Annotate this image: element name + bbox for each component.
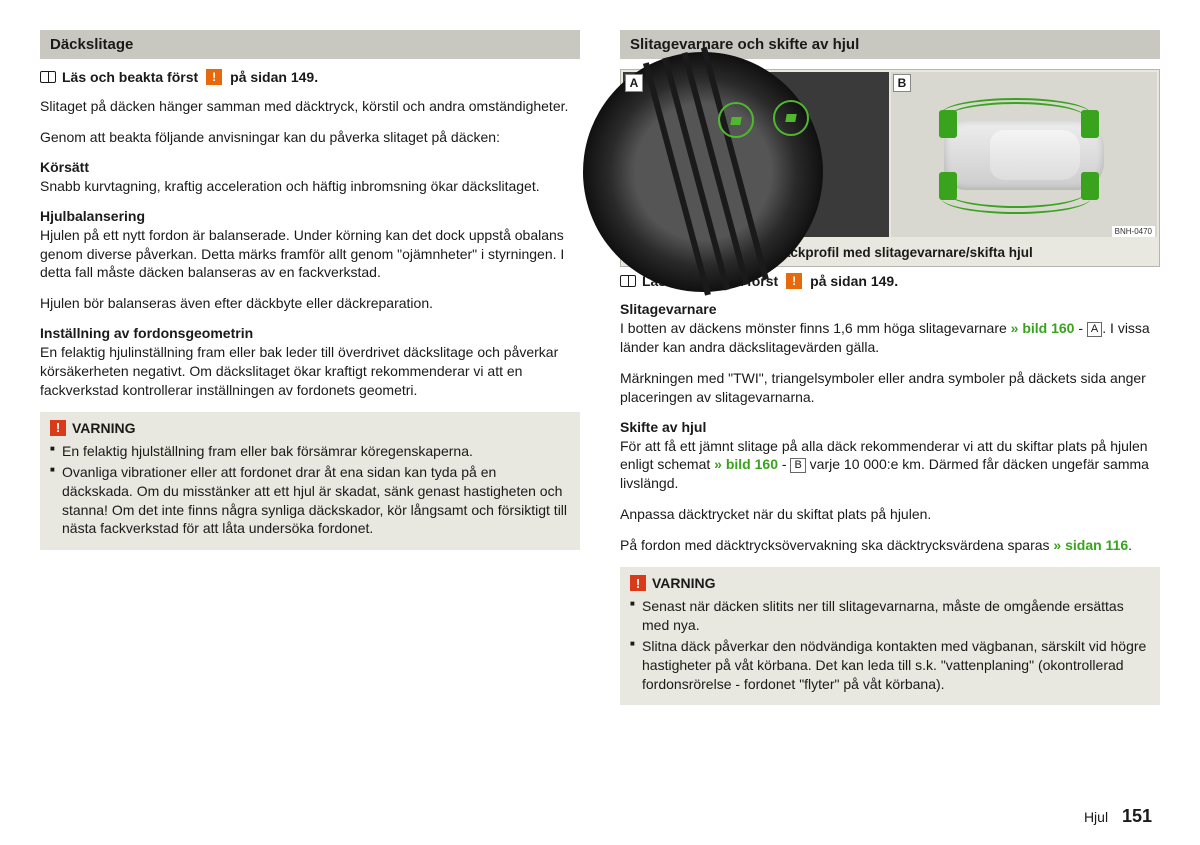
warning-badge-icon: !	[206, 69, 222, 85]
car-roof	[990, 130, 1080, 180]
warning-label: VARNING	[652, 575, 716, 591]
read-first-pre: Läs och beakta först	[62, 69, 198, 85]
warning-label: VARNING	[72, 420, 136, 436]
paragraph: Slitaget på däcken hänger samman med däc…	[40, 97, 580, 116]
cross-ref: » bild 160	[714, 456, 778, 472]
subheading: Hjulbalansering	[40, 208, 580, 224]
figure-code: BNH-0470	[1112, 226, 1155, 237]
figure-label-b: B	[893, 74, 911, 92]
paragraph: För att få ett jämnt slitage på alla däc…	[620, 437, 1160, 494]
warning-bullet: En felaktig hjulställning fram eller bak…	[50, 442, 570, 461]
read-first-post: på sidan 149.	[230, 69, 318, 85]
figure-images: A B	[621, 70, 1159, 239]
left-column: Däckslitage Läs och beakta först ! på si…	[40, 30, 580, 705]
read-first-left: Läs och beakta först ! på sidan 149.	[40, 69, 580, 85]
warning-box-right: ! VARNING Senast när däcken slitits ner …	[620, 567, 1160, 705]
paragraph: Anpassa däcktrycket när du skiftat plats…	[620, 505, 1160, 524]
text: På fordon med däcktrycksövervakning ska …	[620, 537, 1053, 553]
figure-a-tire: A	[623, 72, 889, 237]
paragraph: Snabb kurvtagning, kraftig acceleration …	[40, 177, 580, 196]
alert-icon: !	[50, 420, 66, 436]
text: .	[1128, 537, 1132, 553]
subheading: Inställning av fordonsgeometrin	[40, 325, 580, 341]
subheading: Körsätt	[40, 159, 580, 175]
subheading: Skifte av hjul	[620, 419, 1160, 435]
paragraph: Märkningen med "TWI", triangelsymboler e…	[620, 369, 1160, 407]
figure-b-rotation: B BNH-0470	[891, 72, 1157, 237]
read-first-post: på sidan 149.	[810, 273, 898, 289]
paragraph: Hjulen bör balanseras även efter däckbyt…	[40, 294, 580, 313]
warning-bullet: Senast när däcken slitits ner till slita…	[630, 597, 1150, 635]
page-footer: Hjul 151	[1084, 806, 1152, 827]
page-number: 151	[1122, 806, 1152, 826]
text: I botten av däckens mönster finns 1,6 mm…	[620, 320, 1011, 336]
subheading: Slitagevarnare	[620, 301, 1160, 317]
warning-title: ! VARNING	[50, 420, 570, 436]
paragraph: Hjulen på ett nytt fordon är balanserade…	[40, 226, 580, 283]
wear-indicator-icon	[785, 114, 796, 122]
book-icon	[620, 275, 636, 287]
figure-label-a: A	[625, 74, 643, 92]
manual-page: Däckslitage Läs och beakta först ! på si…	[0, 0, 1200, 715]
warning-badge-icon: !	[786, 273, 802, 289]
ref-box-a: A	[1087, 322, 1102, 337]
cross-ref: » bild 160	[1011, 320, 1075, 336]
section-header-left: Däckslitage	[40, 30, 580, 59]
paragraph: Genom att beakta följande anvisningar ka…	[40, 128, 580, 147]
paragraph: En felaktig hjulinställning fram eller b…	[40, 343, 580, 400]
paragraph: I botten av däckens mönster finns 1,6 mm…	[620, 319, 1160, 357]
warning-box-left: ! VARNING En felaktig hjulställning fram…	[40, 412, 580, 550]
figure-160: A B	[620, 69, 1160, 267]
alert-icon: !	[630, 575, 646, 591]
cross-ref: » sidan 116	[1053, 537, 1128, 553]
ref-box-b: B	[790, 458, 805, 473]
paragraph: På fordon med däcktrycksövervakning ska …	[620, 536, 1160, 555]
warning-title: ! VARNING	[630, 575, 1150, 591]
footer-section: Hjul	[1084, 809, 1108, 825]
wear-indicator-icon	[730, 117, 741, 125]
right-column: Slitagevarnare och skifte av hjul A	[620, 30, 1160, 705]
warning-bullet: Ovanliga vibrationer eller att fordonet …	[50, 463, 570, 539]
book-icon	[40, 71, 56, 83]
warning-bullet: Slitna däck påverkar den nödvändiga kont…	[630, 637, 1150, 694]
